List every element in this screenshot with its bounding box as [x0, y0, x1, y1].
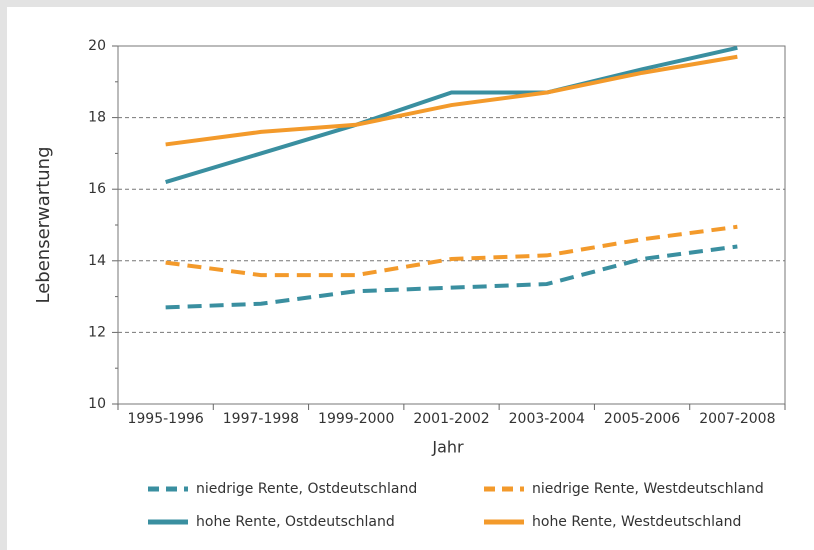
series-line — [165, 45, 738, 184]
x-tick-label: 2003-2004 — [509, 411, 585, 427]
legend-label: niedrige Rente, Ostdeutschland — [196, 481, 417, 497]
y-tick-label: 12 — [88, 324, 106, 340]
legend-label: hohe Rente, Ostdeutschland — [196, 514, 395, 530]
series-line — [165, 54, 738, 147]
x-tick-label: 1995-1996 — [127, 411, 203, 427]
y-tick-label: 16 — [88, 181, 106, 197]
y-axis-label: Lebenserwartung — [33, 147, 54, 304]
series-line — [165, 224, 738, 278]
x-tick-label: 2005-2006 — [604, 411, 680, 427]
y-tick-label: 10 — [88, 396, 106, 412]
x-tick-label: 1997-1998 — [223, 411, 299, 427]
x-tick-label: 2007-2008 — [699, 411, 775, 427]
frame-top — [0, 0, 814, 7]
y-tick-label: 18 — [88, 110, 106, 126]
legend-label: niedrige Rente, Westdeutschland — [532, 481, 764, 497]
x-tick-label: 2001-2002 — [413, 411, 489, 427]
y-tick-label: 20 — [88, 38, 106, 54]
frame-left — [0, 0, 7, 550]
plot-frame — [117, 45, 786, 405]
x-tick-label: 1999-2000 — [318, 411, 394, 427]
series-line — [165, 244, 738, 310]
x-axis-label: Jahr — [431, 438, 464, 457]
y-tick-label: 14 — [88, 253, 106, 269]
legend-label: hohe Rente, Westdeutschland — [532, 514, 741, 530]
